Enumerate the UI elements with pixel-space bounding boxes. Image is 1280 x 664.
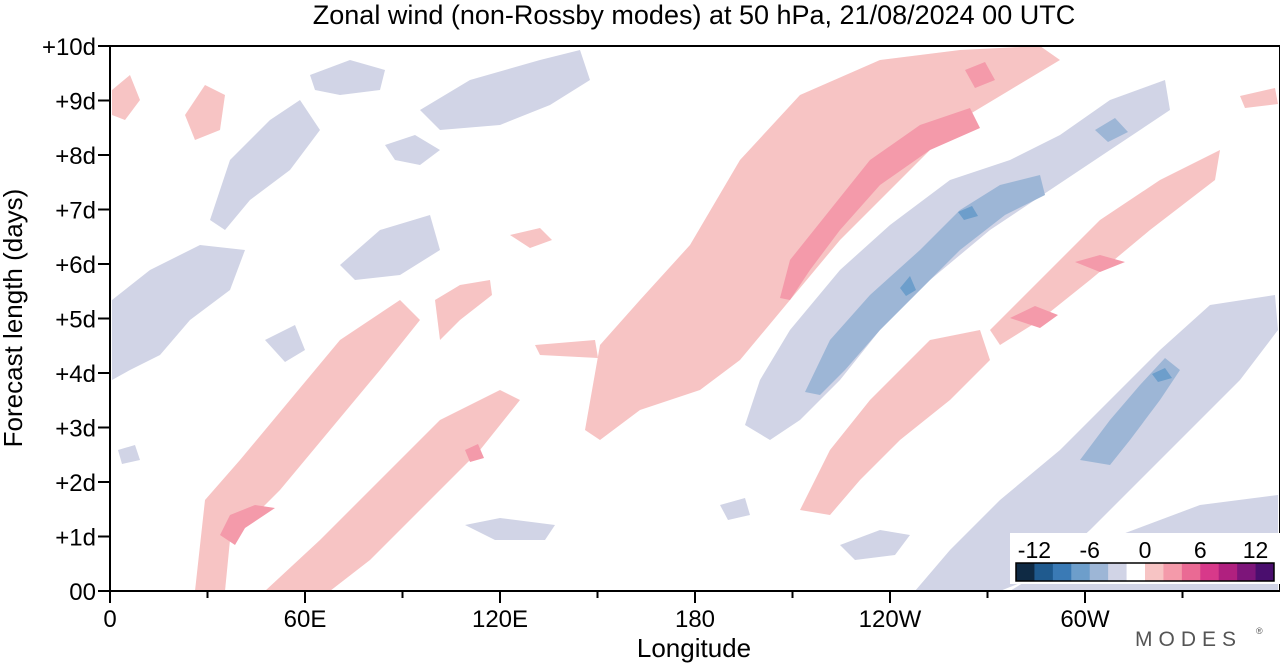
y-tick-label-10: +10d	[42, 34, 96, 61]
y-tick-label-7: +7d	[55, 198, 96, 225]
y-tick-label-4: +4d	[55, 361, 96, 388]
easterly-strong-regions	[805, 118, 1180, 465]
westerly-region-blob3	[535, 340, 598, 358]
y-tick-label-9: +9d	[55, 89, 96, 116]
colorbar-swatch-3	[1071, 563, 1091, 581]
easterly-region-top2	[420, 50, 590, 130]
easterly-region-blob2	[465, 518, 555, 540]
westerly-region-mid	[800, 330, 990, 515]
plot-area	[109, 45, 1280, 592]
colorbar-swatch-8	[1163, 563, 1183, 581]
colorbar-swatch-9	[1181, 563, 1201, 581]
easterly-region-blob5	[118, 445, 140, 464]
chart-title: Zonal wind (non-Rossby modes) at 50 hPa,…	[313, 0, 1075, 30]
easterly-very-strong-regions	[900, 206, 1172, 382]
colorbar-swatch-5	[1108, 563, 1128, 581]
y-tick-label-2: +2d	[55, 470, 96, 497]
y-tick-label-6: +6d	[55, 252, 96, 279]
easterly-region-blob6	[385, 135, 440, 165]
westerly-strong-blob2	[1010, 306, 1058, 328]
colorbar-swatch-6	[1126, 563, 1146, 581]
westerly-strong-blob3	[1075, 255, 1125, 272]
westerly-region-diag2	[265, 390, 520, 591]
westerly-region-topleft	[112, 75, 140, 120]
colorbar-frame	[1015, 562, 1275, 582]
easterly-very-strong-blob3	[1152, 368, 1172, 382]
y-tick-label-3: +3d	[55, 416, 96, 443]
x-tick-label-3: 180	[675, 606, 715, 633]
westerly-region-blob1	[435, 280, 492, 340]
y-axis-label: Forecast length (days)	[0, 189, 28, 448]
y-tick-label-8: +8d	[55, 143, 96, 170]
easterly-region-left	[112, 245, 245, 380]
westerly-strong-core	[780, 108, 980, 300]
brand-label: MODES	[1135, 628, 1242, 651]
easterly-strong-core	[805, 175, 1045, 395]
y-tick-label-1: +1d	[55, 525, 96, 552]
y-axis: 00 +1d +2d +3d +4d +5d +6d +7d +8d +9d +10d	[42, 34, 110, 606]
easterly-region-mid1	[340, 215, 440, 280]
colorbar-label-2: 0	[1139, 537, 1152, 563]
x-tick-label-2: 120E	[472, 606, 528, 633]
colorbar-swatch-1	[1034, 563, 1054, 581]
colorbar-label-0: -12	[1018, 537, 1051, 563]
colorbar-label-4: 12	[1243, 537, 1269, 563]
colorbar-swatch-11	[1218, 563, 1238, 581]
x-axis-label: Longitude	[637, 633, 751, 663]
y-tick-label-5: +5d	[55, 307, 96, 334]
x-tick-label-1: 60E	[284, 606, 327, 633]
westerly-strong-blob1	[220, 505, 275, 545]
westerly-region-right	[990, 150, 1220, 345]
westerly-region-blob2	[510, 228, 552, 248]
colorbar-swatch-10	[1200, 563, 1220, 581]
easterly-strong-core2	[1080, 358, 1180, 465]
easterly-region-blob4	[720, 498, 750, 520]
westerly-region-topleft2	[185, 85, 225, 140]
westerly-strong-blob4	[965, 62, 995, 88]
x-tick-label-0: 0	[103, 606, 116, 633]
colorbar-label-1: -6	[1079, 537, 1099, 563]
easterly-very-strong-blob1	[900, 276, 916, 296]
westerly-strong-blob5	[465, 444, 484, 462]
easterly-region-blob1	[265, 325, 305, 362]
colorbar-swatch-12	[1237, 563, 1257, 581]
colorbar-swatch-13	[1255, 563, 1275, 581]
colorbar-swatch-2	[1052, 563, 1072, 581]
x-tick-label-5: 60W	[1060, 606, 1110, 633]
colorbar: -12 -6 0 6 12	[1010, 533, 1280, 584]
easterly-very-strong-blob2	[958, 206, 978, 220]
westerly-region-topright	[1240, 88, 1278, 108]
easterly-region-top1	[310, 60, 385, 95]
x-axis: 0 60E 120E 180 120W 60W	[103, 591, 1184, 633]
colorbar-swatch-4	[1089, 563, 1109, 581]
easterly-region-blob3	[840, 530, 910, 560]
easterly-region-upperleft	[210, 100, 320, 230]
y-tick-label-0: 00	[69, 579, 96, 606]
colorbar-swatch-7	[1145, 563, 1164, 581]
brand-registered-mark: ®	[1256, 626, 1263, 636]
westerly-strong-regions	[220, 62, 1125, 545]
easterly-strong-blob1	[1095, 118, 1128, 142]
colorbar-swatch-0	[1016, 563, 1035, 581]
colorbar-label-3: 6	[1194, 537, 1207, 563]
x-tick-label-4: 120W	[859, 606, 922, 633]
